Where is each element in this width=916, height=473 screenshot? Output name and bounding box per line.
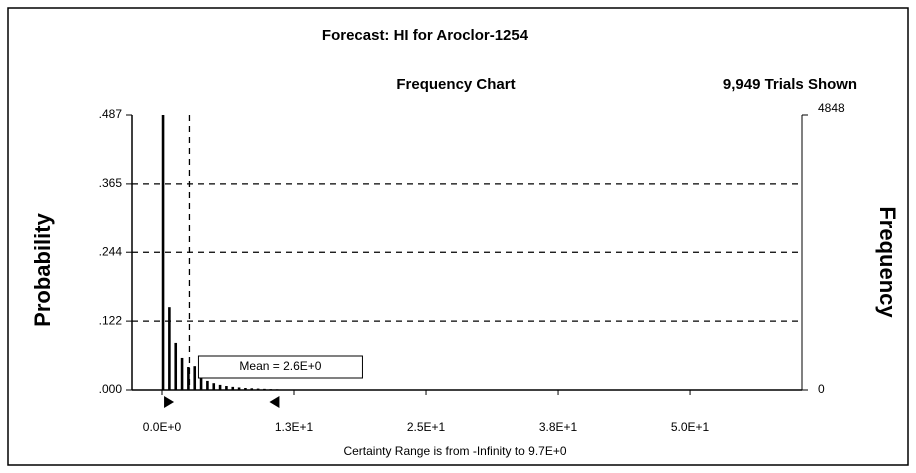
- chart-subtitle: Frequency Chart: [396, 76, 515, 93]
- bar: [250, 388, 254, 390]
- bar: [263, 388, 266, 390]
- y2-tick-label: 0: [818, 382, 825, 396]
- bar: [193, 366, 197, 390]
- bar: [225, 386, 228, 390]
- y-tick-label: .000: [99, 382, 123, 396]
- mean-label-box: [197, 355, 363, 379]
- bar: [269, 389, 273, 390]
- x-tick-label: 1.3E+1: [275, 420, 314, 434]
- bar: [256, 388, 260, 390]
- certainty-range: Certainty Range is from -Infinity to 9.7…: [343, 444, 566, 458]
- bar: [244, 388, 247, 390]
- certainty-lower-marker: [164, 396, 175, 408]
- y-axis-title: Probability: [30, 212, 55, 326]
- x-tick-label: 5.0E+1: [671, 420, 710, 434]
- mean-label: Mean = 2.6E+0: [239, 359, 321, 373]
- bar: [212, 383, 216, 390]
- frame: [7, 7, 909, 466]
- bar: [168, 307, 171, 390]
- y2-axis-title: Frequency: [875, 206, 900, 318]
- bar: [180, 357, 184, 390]
- bar: [199, 378, 203, 390]
- x-tick-label: 0.0E+0: [143, 420, 182, 434]
- bar: [187, 367, 190, 390]
- y-tick-label: .487: [99, 107, 123, 121]
- y-tick-label: .365: [99, 176, 123, 190]
- bar: [231, 386, 235, 390]
- y2-tick-label: 4848: [818, 101, 845, 115]
- x-tick-label: 2.5E+1: [407, 420, 446, 434]
- y-tick-label: .244: [99, 244, 123, 258]
- bar: [206, 380, 209, 390]
- x-tick-label: 3.8E+1: [539, 420, 578, 434]
- y-tick-label: .122: [99, 313, 123, 327]
- trials-shown: 9,949 Trials Shown: [723, 76, 857, 93]
- bar: [237, 387, 241, 390]
- bar: [218, 384, 222, 390]
- bar: [174, 342, 178, 390]
- bar: [161, 115, 165, 390]
- bar: [275, 389, 279, 390]
- certainty-upper-marker: [269, 396, 280, 408]
- chart-title: Forecast: HI for Aroclor-1254: [322, 27, 529, 44]
